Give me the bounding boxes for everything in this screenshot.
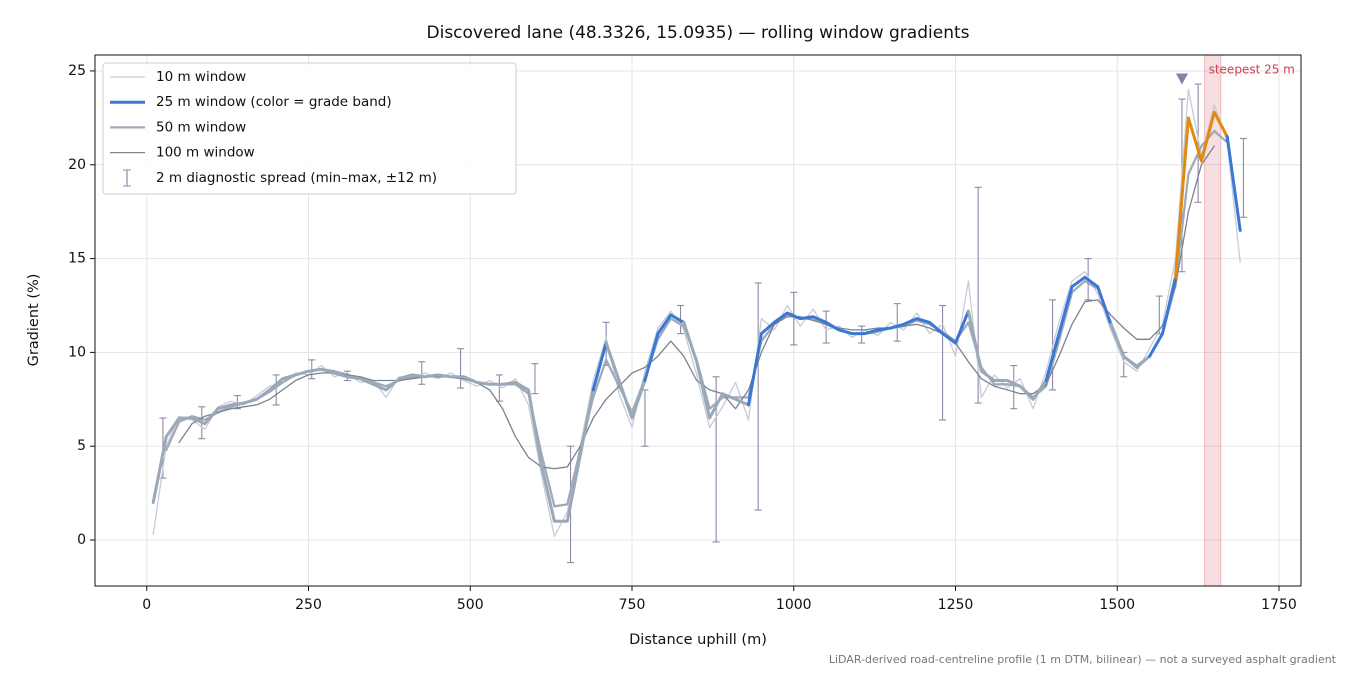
y-tick-label: 10 bbox=[68, 344, 86, 360]
series-line bbox=[1225, 135, 1242, 232]
y-tick-label: 20 bbox=[68, 157, 86, 173]
series-line bbox=[152, 89, 1241, 537]
error-bar bbox=[790, 291, 798, 346]
legend-label: 10 m window bbox=[156, 69, 246, 85]
plot-frame bbox=[94, 54, 1302, 587]
note: LiDAR-derived road-centreline profile (1… bbox=[829, 653, 1337, 666]
x-tick-label: 1750 bbox=[1261, 597, 1297, 613]
x-tick-label: 1000 bbox=[776, 597, 812, 613]
legend-box bbox=[102, 62, 517, 195]
y-tick-label: 15 bbox=[68, 251, 86, 267]
legend-label: 2 m diagnostic spread (min–max, ±12 m) bbox=[156, 170, 437, 186]
y-tick-label: 5 bbox=[77, 438, 86, 454]
legend-label: 50 m window bbox=[156, 119, 246, 135]
legend-label: 100 m window bbox=[156, 145, 255, 161]
series-line bbox=[1044, 275, 1113, 382]
y-tick-label: 25 bbox=[68, 63, 86, 79]
x-tick-label: 250 bbox=[295, 597, 322, 613]
series-line bbox=[682, 320, 750, 420]
error-bar bbox=[272, 374, 280, 406]
x-tick-label: 750 bbox=[619, 597, 646, 613]
highlight-label: steepest 25 m bbox=[1209, 63, 1295, 77]
chart-title: Discovered lane (48.3326, 15.0935) — rol… bbox=[427, 23, 970, 43]
error-bar bbox=[1010, 364, 1018, 410]
series-line bbox=[747, 309, 970, 407]
error-bar bbox=[641, 389, 649, 447]
error-bar bbox=[822, 310, 830, 344]
series-line bbox=[1148, 275, 1177, 358]
series-line bbox=[1174, 110, 1229, 279]
series-line bbox=[1109, 322, 1152, 369]
x-tick-label: 1500 bbox=[1099, 597, 1135, 613]
x-tick-label: 500 bbox=[457, 597, 484, 613]
series-line bbox=[591, 341, 608, 392]
error-bar bbox=[418, 361, 426, 385]
error-bar bbox=[457, 348, 465, 389]
error-bar bbox=[939, 304, 947, 421]
series-line bbox=[604, 341, 647, 420]
error-bar bbox=[1194, 83, 1202, 203]
error-bar bbox=[1239, 137, 1247, 218]
legend-label: 25 m window (color = grade band) bbox=[156, 94, 392, 110]
series-line bbox=[151, 367, 595, 523]
x-tick-label: 1250 bbox=[938, 597, 974, 613]
error-bar bbox=[1155, 295, 1163, 335]
x-tick-label: 0 bbox=[142, 597, 151, 613]
series-line bbox=[966, 309, 1048, 401]
error-bar bbox=[754, 282, 762, 511]
error-bar bbox=[893, 303, 901, 342]
x-axis-label: Distance uphill (m) bbox=[629, 632, 767, 648]
peak-marker bbox=[1175, 73, 1188, 85]
y-axis-label: Gradient (%) bbox=[26, 274, 42, 367]
y-tick-label: 0 bbox=[77, 532, 86, 548]
legend: 10 m window 25 m window (color = grade ba… bbox=[102, 62, 517, 195]
series-line bbox=[643, 313, 686, 382]
error-bar bbox=[531, 363, 539, 395]
